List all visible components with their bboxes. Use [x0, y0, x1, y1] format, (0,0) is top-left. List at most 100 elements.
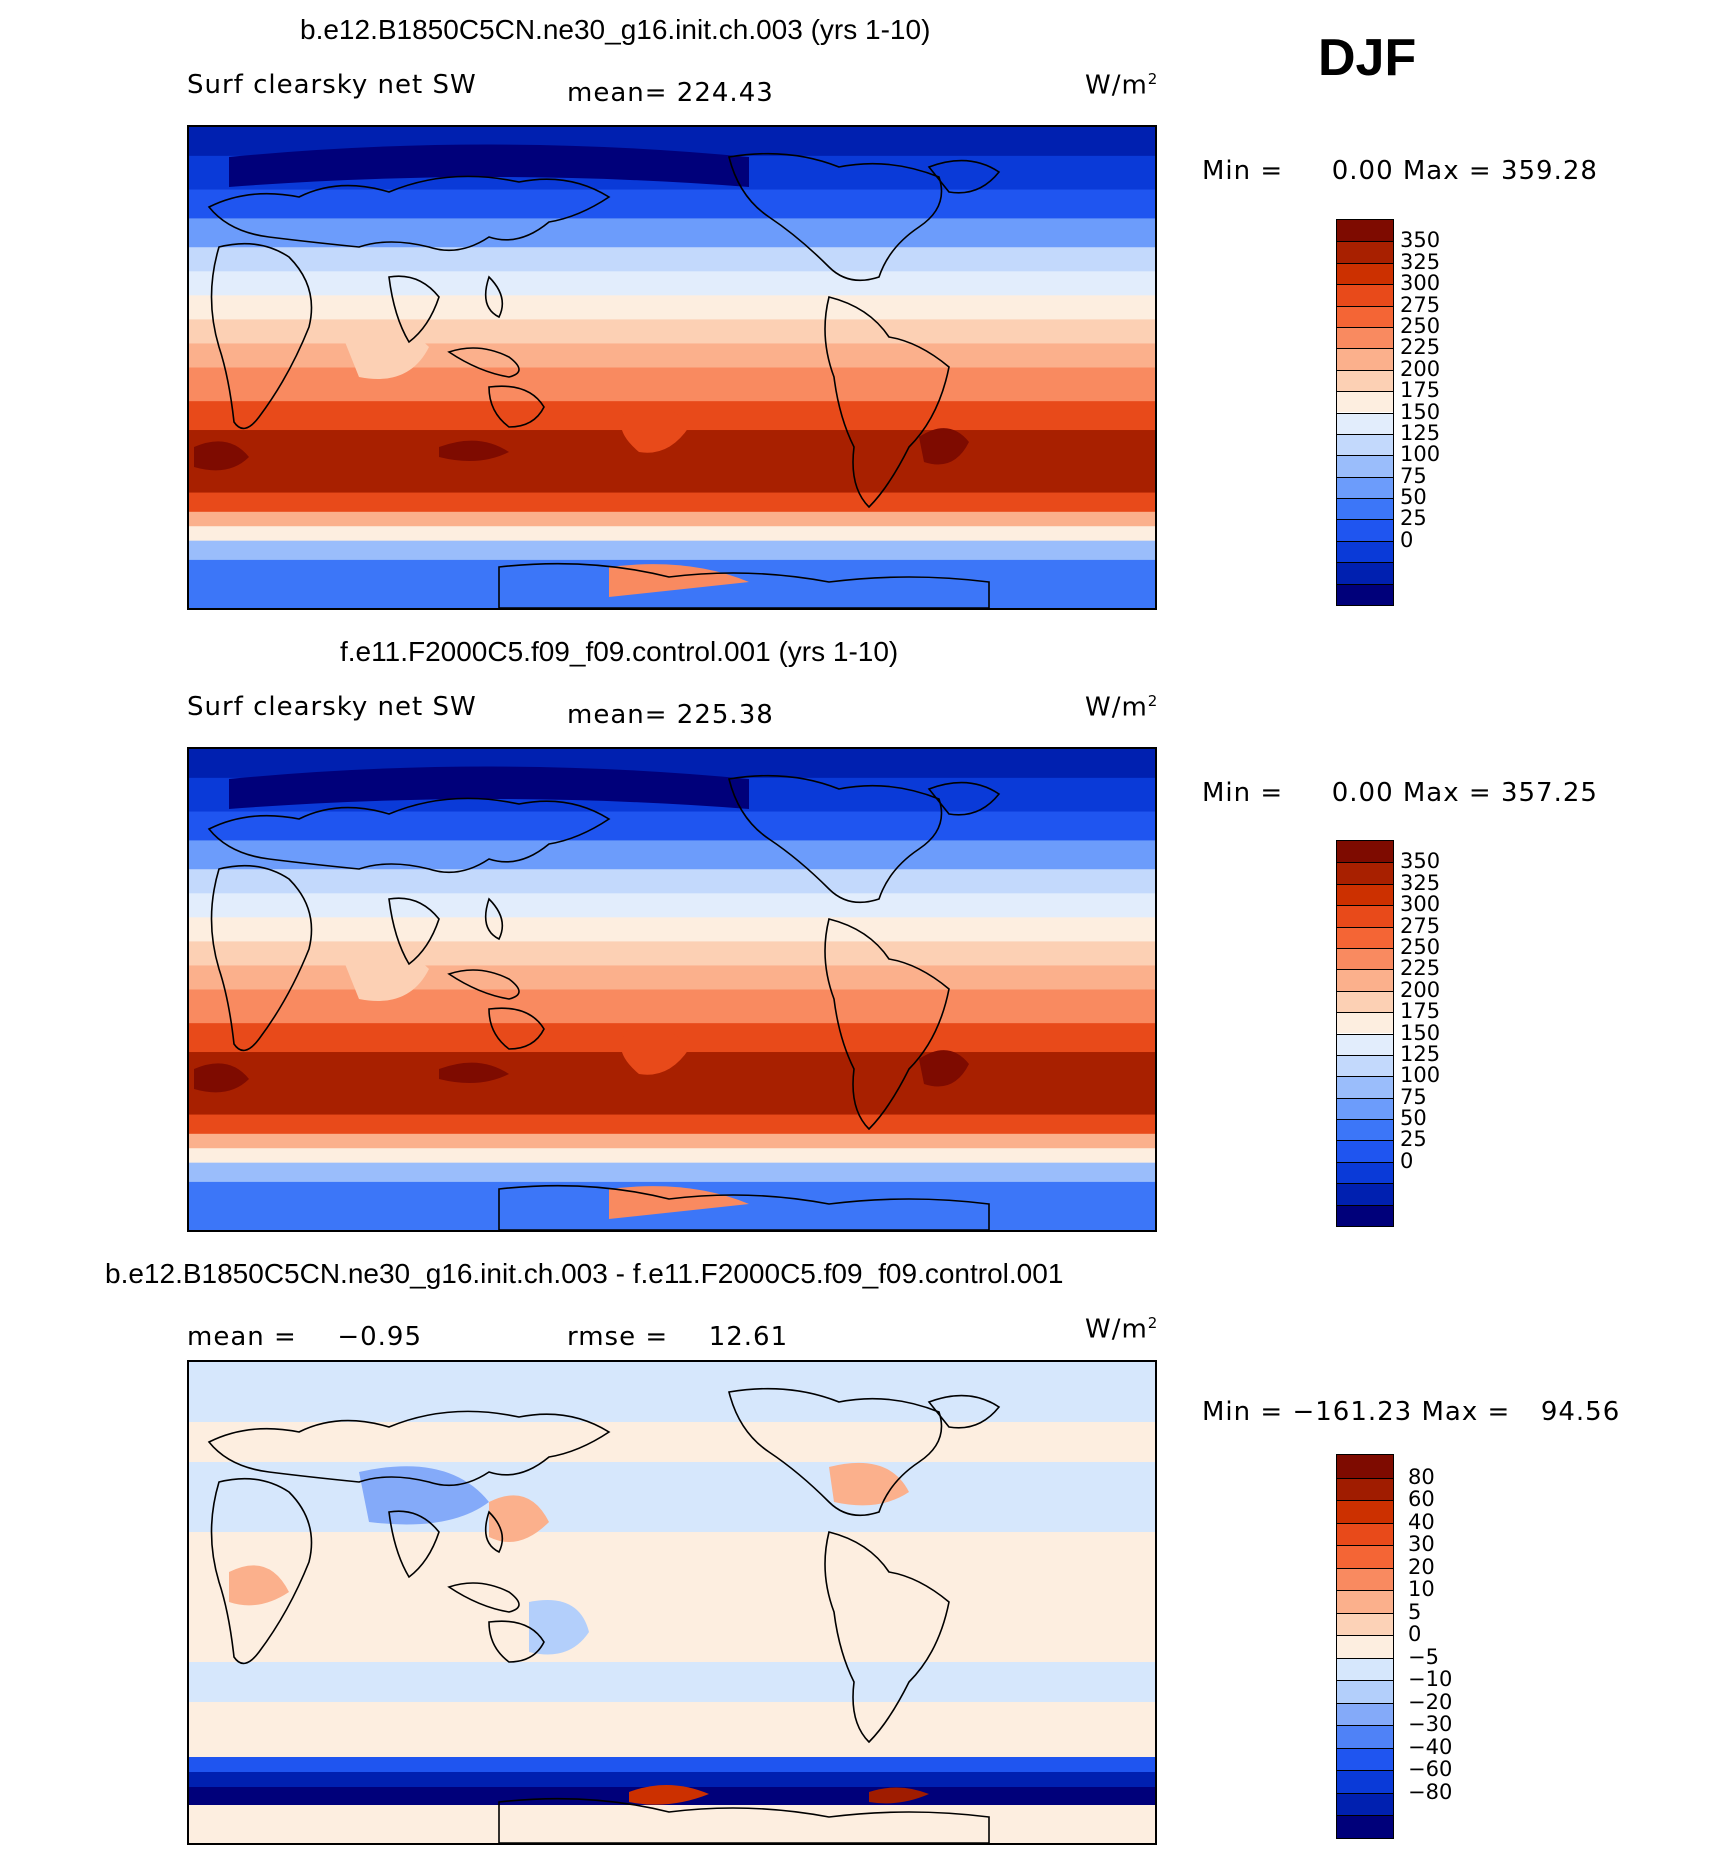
field-band — [189, 1148, 1155, 1164]
coastline — [484, 897, 504, 941]
colorbar-tick-label: 250 — [1400, 313, 1441, 338]
colorbar-tick-label: 175 — [1400, 378, 1441, 403]
colorbar-cell — [1337, 1792, 1393, 1816]
coastline — [824, 918, 950, 1131]
coastline — [728, 1387, 943, 1517]
colorbar-cell — [1337, 369, 1393, 392]
panel3-title: b.e12.B1850C5CN.ne30_g16.init.ch.003 - f… — [105, 1258, 1064, 1289]
coastline — [728, 774, 943, 904]
colorbar-tick-label: −30 — [1408, 1712, 1453, 1737]
colorbar-cell — [1337, 220, 1393, 242]
field-patch — [339, 942, 429, 1001]
field-band — [189, 917, 1155, 943]
field-band — [189, 367, 1155, 403]
panel2-units-sup: 2 — [1147, 692, 1159, 710]
colorbar-cell — [1337, 1477, 1393, 1501]
colorbar-tick-label: 100 — [1400, 1063, 1441, 1088]
colorbar-cell — [1337, 455, 1393, 477]
colorbar-cell — [1337, 583, 1393, 605]
coastline — [207, 797, 611, 874]
panel1-minmax: Min = 0.00 Max = 359.28 — [1202, 156, 1598, 186]
field-band — [189, 840, 1155, 871]
coastline — [927, 781, 1001, 816]
field-band — [189, 189, 1155, 220]
field-band — [189, 247, 1155, 273]
coastline — [498, 562, 990, 608]
panel3-mean: mean = −0.95 — [187, 1322, 422, 1352]
colorbar-cell — [1337, 412, 1393, 434]
panel2-map — [187, 747, 1157, 1232]
colorbar-tick-label: 40 — [1408, 1509, 1435, 1534]
colorbar-tick-label: 350 — [1400, 228, 1441, 253]
colorbar-cell — [1337, 883, 1393, 906]
panel2-colorbar — [1336, 840, 1394, 1227]
colorbar-cell — [1337, 1161, 1393, 1184]
colorbar-tick-label: 300 — [1400, 892, 1441, 917]
field-band — [189, 811, 1155, 842]
colorbar-tick-label: 225 — [1400, 956, 1441, 981]
colorbar-cell — [1337, 969, 1393, 991]
coastline — [447, 347, 520, 378]
colorbar-tick-label: 300 — [1400, 271, 1441, 296]
panel3-map — [187, 1360, 1157, 1845]
coastline — [484, 275, 504, 319]
panel3-rmse: rmse = 12.61 — [567, 1322, 788, 1352]
colorbar-cell — [1337, 905, 1393, 927]
panel1-units-text: W/m — [1085, 70, 1148, 101]
colorbar-tick-label: 250 — [1400, 934, 1441, 959]
colorbar-tick-label: 100 — [1400, 442, 1441, 467]
colorbar-tick-label: 75 — [1400, 463, 1427, 488]
field-band — [189, 492, 1155, 513]
colorbar-tick-label: 325 — [1400, 249, 1441, 274]
colorbar-tick-label: 0 — [1400, 1148, 1414, 1173]
field-patch — [621, 404, 689, 453]
field-band — [189, 319, 1155, 345]
colorbar-cell — [1337, 1097, 1393, 1120]
panel2-max-value: 357.25 — [1500, 778, 1598, 808]
field-patch — [621, 1026, 689, 1075]
colorbar-cell — [1337, 1635, 1393, 1658]
field-patch — [194, 1063, 249, 1093]
field-patch — [919, 1050, 969, 1087]
panel3-max-label: Max = — [1421, 1397, 1511, 1427]
panel1-title: b.e12.B1850C5CN.ne30_g16.init.ch.003 (yr… — [300, 14, 931, 45]
colorbar-cell — [1337, 1183, 1393, 1205]
colorbar-tick-label: 125 — [1400, 420, 1441, 445]
panel3-max-value: 94.56 — [1540, 1397, 1621, 1427]
colorbar-tick-label: 30 — [1408, 1532, 1435, 1557]
field-band — [189, 526, 1155, 542]
colorbar-cell — [1337, 841, 1393, 863]
colorbar-cell — [1337, 926, 1393, 948]
panel2-title: f.e11.F2000C5.f09_f09.control.001 (yrs 1… — [340, 636, 899, 667]
colorbar-tick-label: 25 — [1400, 506, 1427, 531]
panel2-coastlines — [207, 774, 1001, 1230]
panel2-min-label: Min = — [1202, 778, 1284, 808]
field-patch — [289, 1374, 889, 1402]
panel1-map-svg — [189, 127, 1155, 608]
panel2-field — [189, 749, 1155, 1230]
colorbar-tick-label: 50 — [1400, 1106, 1427, 1131]
coastline — [447, 969, 520, 1000]
panel1-colorbar — [1336, 219, 1394, 606]
coastline — [388, 897, 440, 966]
colorbar-cell — [1337, 1140, 1393, 1162]
colorbar-tick-label: −20 — [1408, 1689, 1453, 1714]
coastline — [498, 1184, 990, 1230]
panel1-min-value: 0.00 — [1331, 156, 1394, 186]
panel1-max-value: 359.28 — [1500, 156, 1598, 186]
field-patch — [919, 428, 969, 465]
colorbar-tick-label: 50 — [1400, 485, 1427, 510]
colorbar-tick-label: 200 — [1400, 356, 1441, 381]
field-band — [189, 1662, 1155, 1702]
colorbar-cell — [1337, 476, 1393, 499]
colorbar-tick-label: −10 — [1408, 1667, 1453, 1692]
field-band — [189, 271, 1155, 297]
colorbar-tick-label: 80 — [1408, 1464, 1435, 1489]
panel3-min-value: −161.23 — [1292, 1397, 1413, 1427]
panel1-field — [189, 127, 1155, 608]
panel1-variable: Surf clearsky net SW — [187, 70, 477, 100]
panel3-coastlines — [207, 1387, 1001, 1843]
colorbar-cell — [1337, 1725, 1393, 1748]
field-band — [189, 1162, 1155, 1183]
panel1-units: W/m2 — [1085, 70, 1158, 101]
